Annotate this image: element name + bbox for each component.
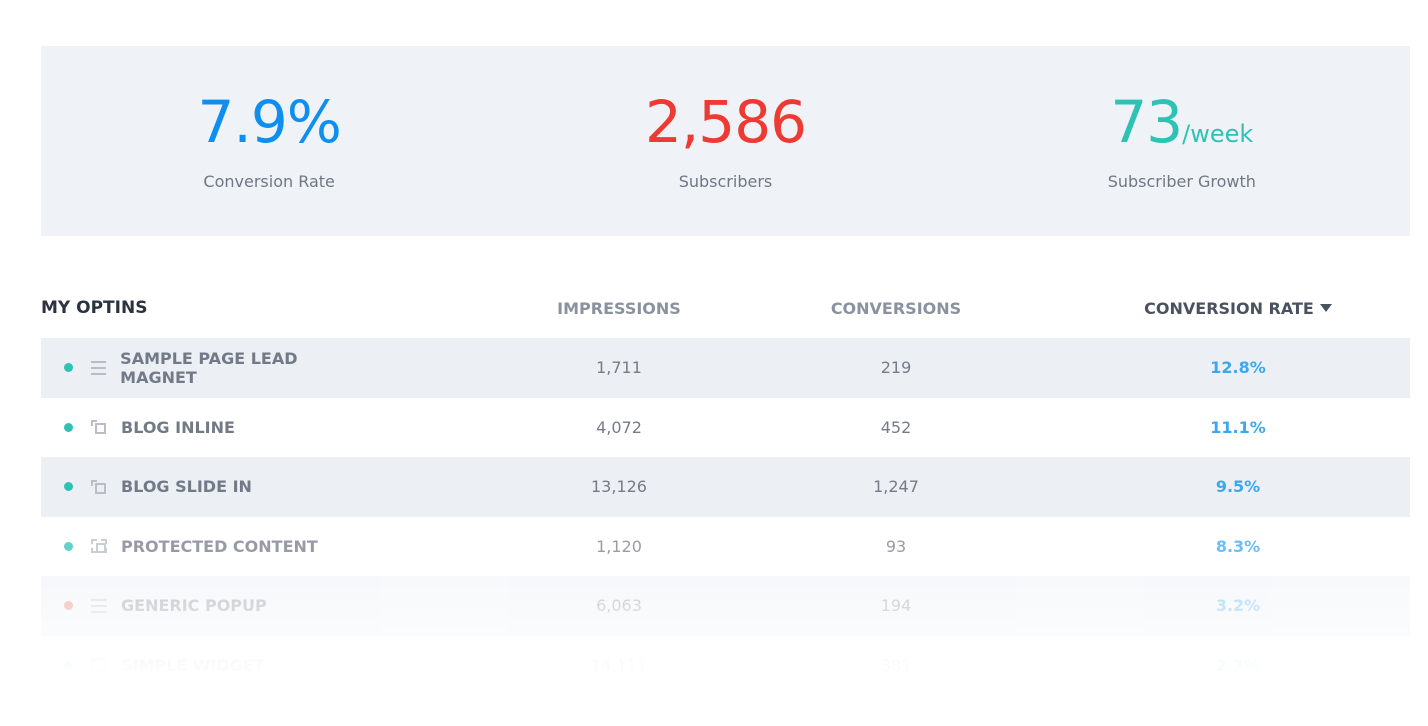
header-conversions[interactable]: CONVERSIONS — [830, 298, 962, 318]
impressions-cell: 1,711 — [596, 358, 642, 378]
rate-cell: 3.2% — [1215, 596, 1261, 616]
optin-name[interactable]: BLOG INLINE — [121, 417, 235, 437]
table-row[interactable]: SIMPLE WIDGET 14,111 381 2.7% — [41, 636, 1410, 696]
optin-name[interactable]: BLOG SLIDE IN — [121, 477, 252, 497]
conversions-cell: 452 — [880, 417, 912, 437]
impressions-cell: 1,120 — [596, 536, 642, 556]
box-type-icon — [91, 479, 107, 494]
status-dot-icon — [64, 363, 73, 373]
impressions-cell: 13,126 — [591, 477, 647, 497]
status-dot-icon — [64, 422, 73, 432]
status-dot-icon — [64, 660, 73, 670]
stat-value: 73/week — [1110, 88, 1254, 156]
table-row[interactable]: GENERIC POPUP 6,063 194 3.2% — [41, 576, 1410, 636]
box-type-icon — [91, 420, 107, 435]
impressions-cell: 4,072 — [596, 417, 642, 437]
header-conversion-rate[interactable]: CONVERSION RATE — [1096, 299, 1380, 318]
header-my-optins: MY OPTINS — [41, 298, 148, 318]
stat-card: 2,586 Subscribers — [497, 46, 953, 236]
header-label: CONVERSION RATE — [1144, 298, 1314, 318]
stat-card: 7.9% Conversion Rate — [41, 46, 497, 236]
optin-name[interactable]: GENERIC POPUP — [121, 596, 267, 616]
table-row[interactable]: PROTECTED CONTENT 1,120 93 8.3% — [41, 517, 1410, 577]
optin-name[interactable]: SIMPLE WIDGET — [121, 655, 265, 675]
header-impressions[interactable]: IMPRESSIONS — [557, 298, 681, 318]
caret-down-icon — [1319, 303, 1332, 312]
widget-type-icon — [91, 658, 107, 673]
conversions-cell: 194 — [880, 596, 912, 616]
stat-card: 73/week Subscriber Growth — [954, 46, 1410, 236]
stat-value: 2,586 — [644, 88, 807, 156]
conversions-cell: 1,247 — [873, 477, 919, 497]
table-row[interactable]: BLOG INLINE 4,072 452 11.1% — [41, 398, 1410, 458]
prot-type-icon — [91, 539, 107, 554]
status-dot-icon — [64, 482, 73, 492]
conversions-cell: 219 — [880, 358, 912, 378]
list-type-icon — [90, 360, 107, 375]
conversions-cell: 381 — [880, 655, 912, 675]
rate-cell: 8.3% — [1215, 536, 1261, 556]
status-dot-icon — [64, 601, 73, 611]
table-row[interactable]: SAMPLE PAGE LEAD MAGNET 1,711 219 12.8% — [41, 338, 1410, 398]
list-type-icon — [91, 598, 107, 613]
optin-name[interactable]: PROTECTED CONTENT — [121, 536, 318, 556]
stat-label: Subscribers — [678, 172, 773, 191]
table-row[interactable]: BLOG SLIDE IN 13,126 1,247 9.5% — [41, 457, 1410, 517]
impressions-cell: 14,111 — [591, 655, 647, 675]
conversions-cell: 93 — [885, 536, 907, 556]
stat-unit: /week — [1182, 120, 1254, 148]
table-header: MY OPTINS IMPRESSIONS CONVERSIONS CONVER… — [41, 278, 1410, 338]
stat-label: Subscriber Growth — [1107, 172, 1256, 191]
optin-name[interactable]: SAMPLE PAGE LEAD MAGNET — [120, 348, 298, 387]
stat-value: 7.9% — [197, 88, 341, 156]
rate-cell: 9.5% — [1215, 477, 1261, 497]
rate-cell: 11.1% — [1210, 417, 1266, 437]
status-dot-icon — [64, 541, 73, 551]
stat-label: Conversion Rate — [203, 172, 335, 191]
stats-panel: 7.9% Conversion Rate 2,586 Subscribers 73/we… — [41, 46, 1410, 236]
impressions-cell: 6,063 — [596, 596, 642, 616]
rate-cell: 12.8% — [1210, 358, 1266, 378]
optins-table: MY OPTINS IMPRESSIONS CONVERSIONS CONVER… — [41, 278, 1410, 695]
rate-cell: 2.7% — [1215, 655, 1261, 675]
